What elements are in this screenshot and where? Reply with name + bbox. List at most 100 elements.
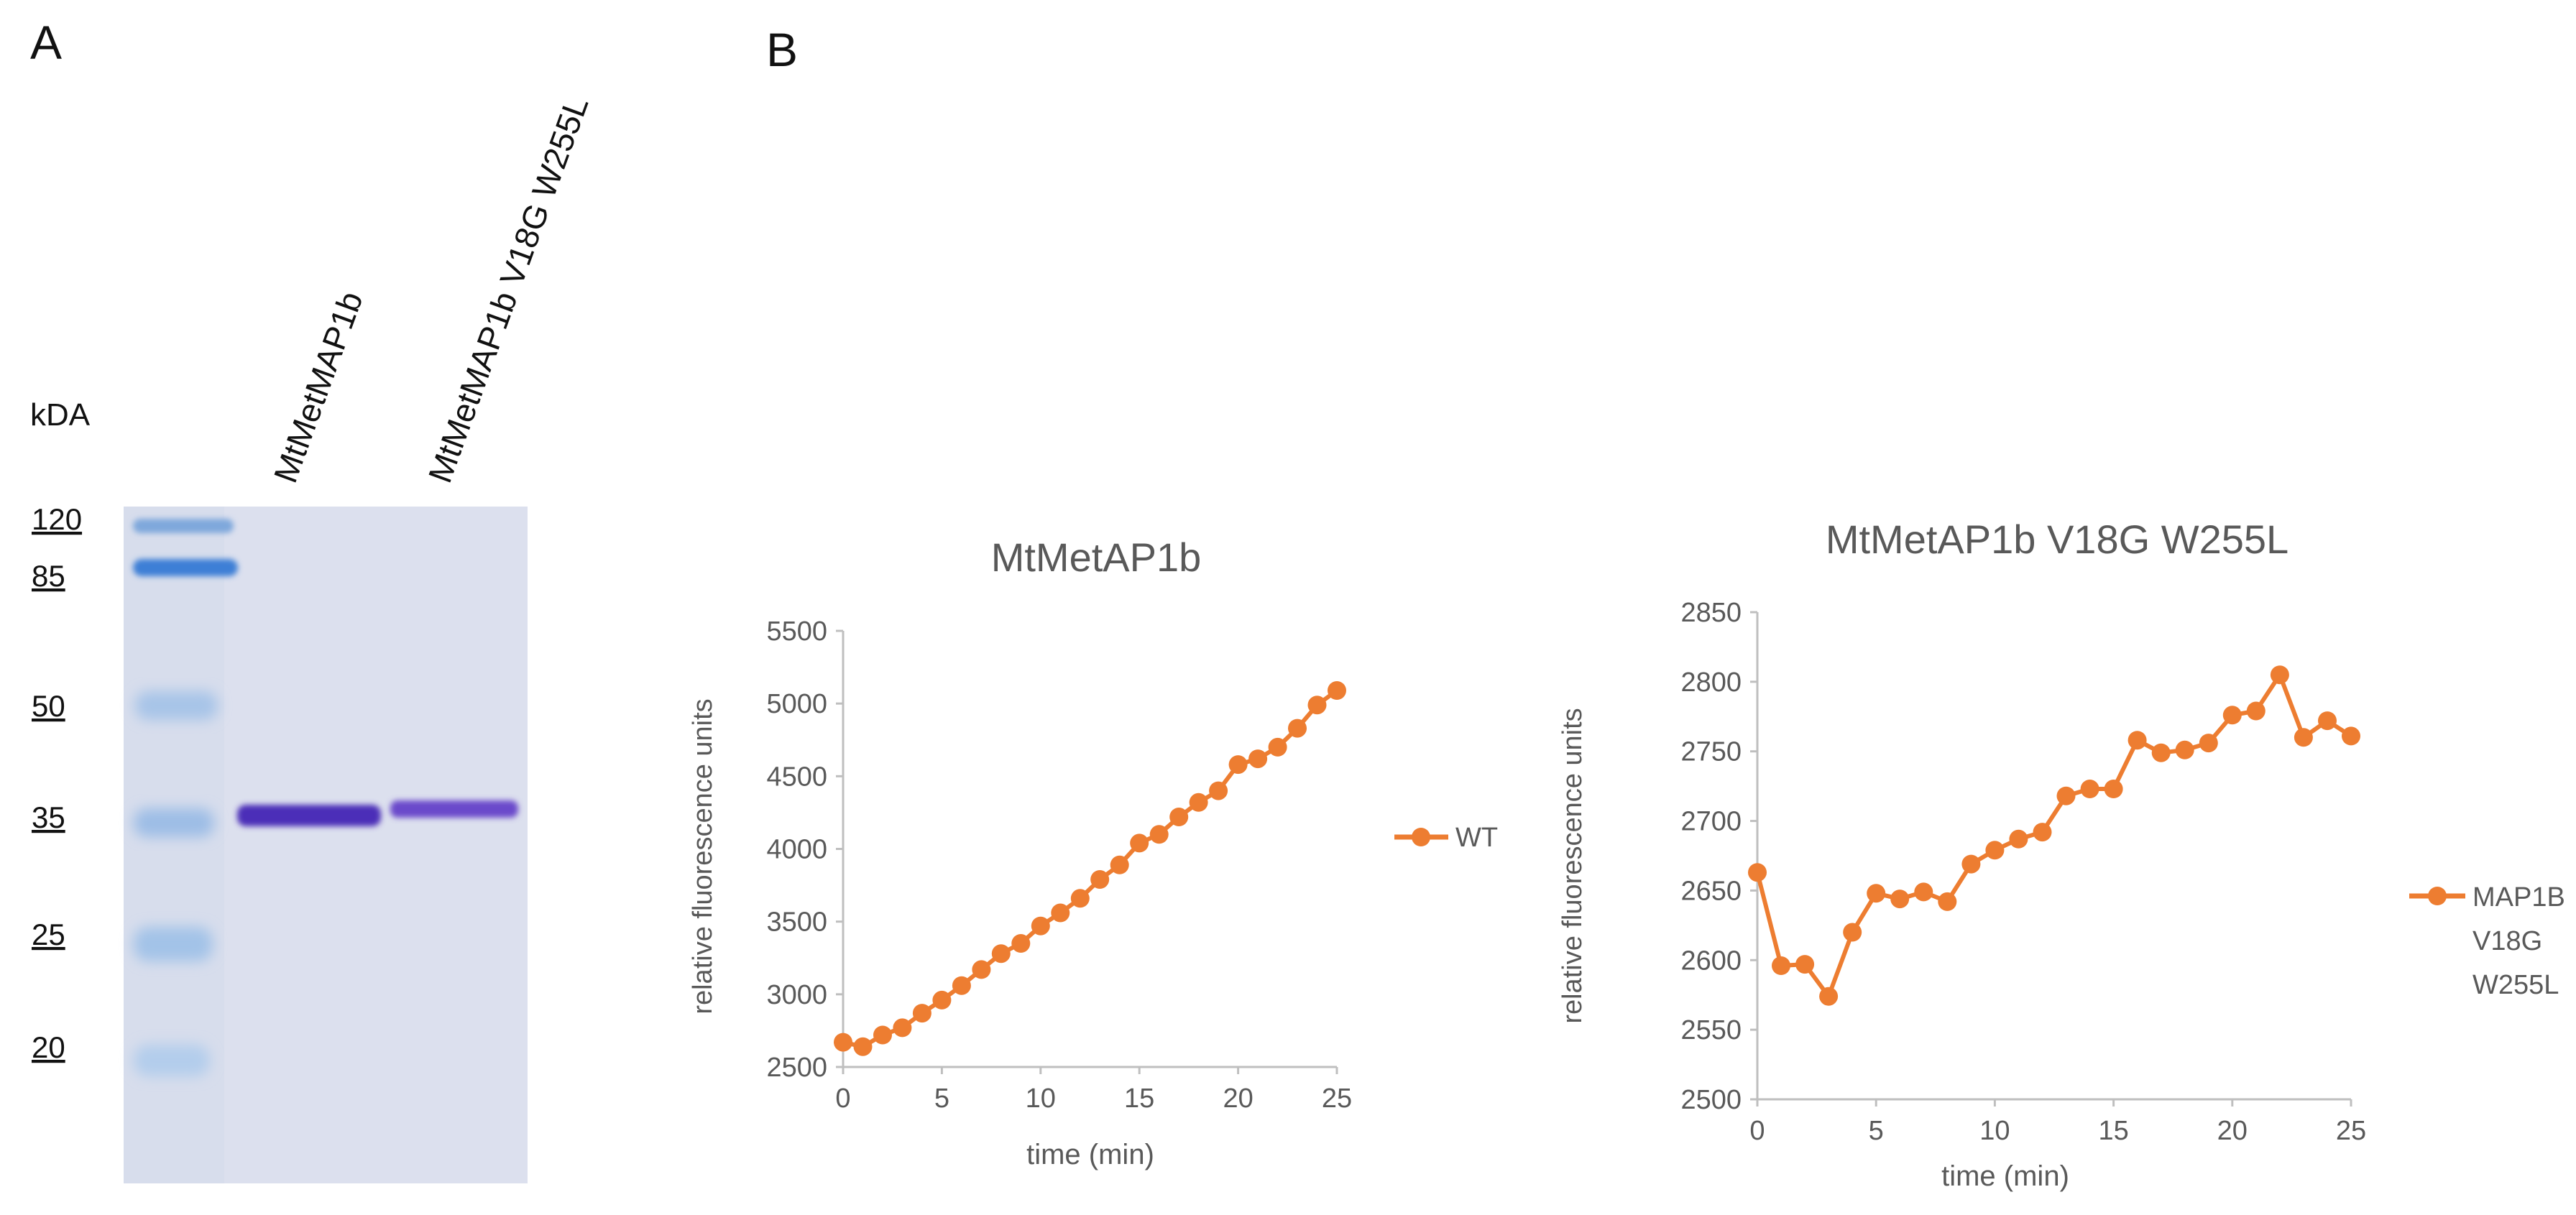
chart-wt-y-tick-label: 5000 [766, 689, 827, 719]
chart-wt-data-point [834, 1032, 852, 1052]
gel-image [124, 507, 528, 1183]
chart-mutant-x-tick-label: 10 [1979, 1116, 2010, 1146]
chart-mutant-data-point [2246, 701, 2266, 721]
chart-mutant-y-tick-label: 2700 [1680, 807, 1742, 837]
chart-mutant-y-tick-label: 2750 [1680, 737, 1742, 767]
chart-wt-axes: 2500 3000 3500 4000 4500 5000 5500 0 5 10 15 20 25 [766, 616, 1352, 1114]
marker-20: 20 [32, 1030, 65, 1064]
chart-mutant-x-tick-label: 5 [1869, 1116, 1884, 1146]
chart-wt-data-point [893, 1018, 912, 1038]
chart-wt-data-point [1248, 749, 1268, 769]
protein-band-wt [237, 805, 381, 826]
chart-mutant-ylabel: relative fluorescence units [1558, 708, 1588, 1023]
chart-wt-data-point [1031, 916, 1050, 935]
chart-wt-data-point [1149, 825, 1169, 844]
chart-wt-data-point [1228, 755, 1248, 775]
chart-mutant-data-point [1985, 841, 2005, 860]
chart-mutant-data-point [1867, 884, 1886, 903]
legend-wt-label: WT [1455, 823, 1498, 853]
protein-band-mutant [390, 800, 518, 818]
chart-wt-legend: WT [1394, 823, 1498, 853]
chart-wt-data-point [1070, 889, 1090, 908]
lane-label-wt: MtMetMAP1b [267, 287, 370, 488]
chart-mutant-data-point [2151, 743, 2171, 762]
chart-mutant-y-tick-label: 2600 [1680, 946, 1742, 976]
marker-25: 25 [32, 918, 65, 951]
chart-wt-data-point [991, 944, 1011, 964]
chart-wt-data-point [1130, 833, 1149, 853]
chart-mutant-title: MtMetAP1b V18G W255L [1826, 517, 2288, 562]
marker-85: 85 [32, 559, 65, 593]
chart-mutant-y-tick-label: 2650 [1680, 876, 1742, 906]
chart-mutant-data-point [2222, 706, 2242, 725]
chart-wt-data-point [1209, 781, 1228, 800]
chart-mutant-x-tick-label: 0 [1749, 1116, 1765, 1146]
chart-wt-data-point [972, 960, 991, 979]
chart-mutant-legend: MAP1B V18G W255L [2409, 882, 2565, 1000]
chart-wt-xlabel: time (min) [1026, 1139, 1154, 1170]
chart-wt-data-point [1288, 719, 1307, 738]
chart-mutant-data-point [1890, 890, 1910, 909]
kda-label: kDA [30, 397, 91, 433]
marker-labels: 120 85 50 35 25 20 [32, 502, 82, 1064]
chart-wt-y-tick-label: 4500 [766, 762, 827, 792]
chart-wt-data-point [1189, 793, 1208, 812]
chart-wt-data-point [952, 976, 971, 995]
chart-mutant-data-point [2009, 829, 2028, 849]
chart-wt-marks [834, 681, 1346, 1056]
chart-mutant-data-point [1843, 923, 1862, 942]
chart-mutant-y-tick-label: 2850 [1680, 598, 1742, 628]
chart-wt-x-tick-label: 10 [1026, 1084, 1056, 1114]
chart-mutant-data-point [2128, 731, 2147, 750]
ladder-band-50 [135, 691, 218, 720]
chart-wt-x-tick-label: 5 [934, 1084, 949, 1114]
chart-wt-data-point [1110, 855, 1129, 874]
chart-wt-data-point [932, 990, 952, 1010]
chart-mutant-data-point [2199, 734, 2218, 753]
marker-50: 50 [32, 689, 65, 723]
legend-mutant-label-2: V18G [2472, 926, 2542, 956]
chart-mutant-data-point [1748, 863, 1767, 882]
chart-wt-y-tick-label: 3500 [766, 907, 827, 938]
ladder-band-85 [133, 559, 238, 576]
chart-mutant-data-point [1914, 882, 1933, 902]
chart-wt-x-tick-label: 25 [1322, 1084, 1352, 1114]
chart-mutant-data-point [1795, 955, 1815, 974]
panel-b-letter: B [766, 23, 798, 76]
chart-mutant-data-point [1938, 892, 1957, 911]
ladder-band-25 [134, 927, 213, 961]
legend-mutant-marker [2428, 887, 2447, 905]
chart-mutant: MtMetAP1b V18G W255L relative fluorescen… [1558, 517, 2565, 1192]
chart-wt-x-tick-label: 15 [1124, 1084, 1154, 1114]
chart-mutant-x-tick-label: 20 [2217, 1116, 2248, 1146]
chart-wt-y-tick-label: 4000 [766, 835, 827, 865]
chart-wt-y-tick-label: 2500 [766, 1053, 827, 1083]
chart-mutant-y-tick-label: 2500 [1680, 1085, 1742, 1115]
chart-mutant-axes: 2500 2550 2600 2650 2700 2750 2800 2850 0 5 10 15 20… [1680, 598, 2366, 1146]
chart-mutant-xlabel: time (min) [1941, 1160, 2069, 1192]
chart-wt-data-point [1307, 696, 1327, 715]
legend-wt-marker [1412, 828, 1430, 846]
chart-wt-data-point [1051, 903, 1070, 923]
chart-mutant-data-point [2342, 726, 2360, 746]
chart-wt-data-point [912, 1004, 932, 1023]
chart-wt-x-tick-label: 20 [1223, 1084, 1253, 1114]
chart-wt-x-tick-label: 0 [835, 1084, 850, 1114]
chart-mutant-series-line [1755, 673, 2352, 999]
chart-mutant-data-point [2270, 665, 2289, 685]
chart-wt-data-point [1011, 934, 1031, 953]
legend-mutant-label-3: W255L [2472, 970, 2559, 1000]
lane-label-mutant: MtMetMAP1b V18G W255L [421, 91, 596, 487]
chart-mutant-data-point [2294, 728, 2313, 747]
chart-wt-ylabel: relative fluorescence units [688, 698, 718, 1014]
chart-mutant-y-tick-label: 2800 [1680, 667, 1742, 698]
chart-mutant-y-tick-label: 2550 [1680, 1015, 1742, 1045]
chart-wt-y-tick-label: 5500 [766, 616, 827, 647]
chart-wt-data-point [873, 1025, 892, 1045]
chart-wt-y-tick-label: 3000 [766, 980, 827, 1010]
chart-mutant-data-point [2033, 823, 2052, 842]
ladder-band-20 [134, 1045, 210, 1076]
chart-wt-data-point [1090, 870, 1110, 889]
chart-wt-series-line [842, 688, 1338, 1049]
marker-35: 35 [32, 800, 65, 834]
